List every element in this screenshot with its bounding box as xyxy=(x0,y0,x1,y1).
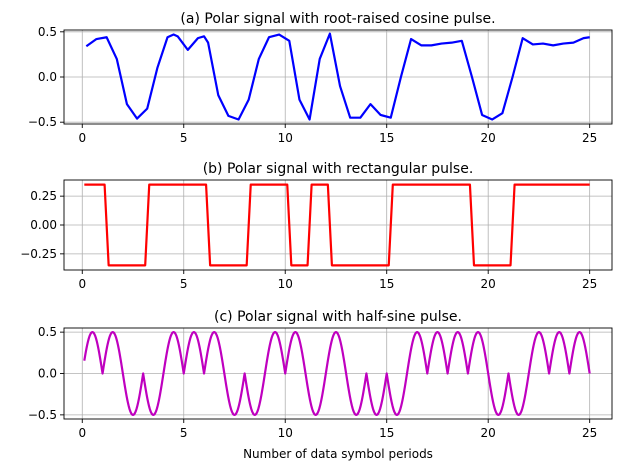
x-tick-label: 10 xyxy=(278,131,293,145)
chart-title: (b) Polar signal with rectangular pulse. xyxy=(203,161,474,177)
x-tick-label: 25 xyxy=(582,131,597,145)
y-tick-label: −0.5 xyxy=(28,115,57,129)
x-tick-label: 20 xyxy=(481,131,496,145)
x-tick-label: 20 xyxy=(481,426,496,440)
x-tick-label: 15 xyxy=(379,426,394,440)
x-tick-label: 10 xyxy=(278,277,293,291)
series-line xyxy=(85,32,590,121)
y-tick-label: 0.0 xyxy=(38,70,57,84)
y-tick-label: −0.5 xyxy=(28,408,57,422)
chart-3: 0 5 10 15 20 25 0.5 0.0 −0.5 (c) Polar signal wit… xyxy=(28,309,613,461)
x-tick-label: 20 xyxy=(481,277,496,291)
series-line xyxy=(84,183,590,267)
x-tick-label: 0 xyxy=(78,426,86,440)
x-tick-label: 15 xyxy=(379,277,394,291)
x-tick-label: 5 xyxy=(180,426,188,440)
x-axis-label: Number of data symbol periods xyxy=(243,447,433,461)
chart-title: (c) Polar signal with half-sine pulse. xyxy=(214,309,462,325)
chart-1: 0 5 10 15 20 25 0.5 0.0 −0.5 (a) Polar signal wit… xyxy=(28,11,613,145)
x-tick-label: 5 xyxy=(180,277,188,291)
y-tick-label: 0.5 xyxy=(38,25,57,39)
y-tick-label: 0.5 xyxy=(38,325,57,339)
x-tick-label: 0 xyxy=(78,277,86,291)
x-tick-label: 5 xyxy=(180,131,188,145)
chart-title: (a) Polar signal with root-raised cosine… xyxy=(180,11,495,27)
y-tick-label: 0.00 xyxy=(30,218,57,232)
x-tick-label: 25 xyxy=(582,426,597,440)
y-tick-label: 0.25 xyxy=(30,189,57,203)
x-tick-label: 15 xyxy=(379,131,394,145)
x-tick-label: 10 xyxy=(278,426,293,440)
series-line xyxy=(83,331,591,416)
x-tick-label: 0 xyxy=(78,131,86,145)
x-tick-label: 25 xyxy=(582,277,597,291)
y-tick-label: −0.25 xyxy=(20,247,57,261)
y-tick-label: 0.0 xyxy=(38,367,57,381)
chart-2: 0 5 10 15 20 25 0.25 0.00 −0.25 (b) Polar signal … xyxy=(20,161,613,291)
